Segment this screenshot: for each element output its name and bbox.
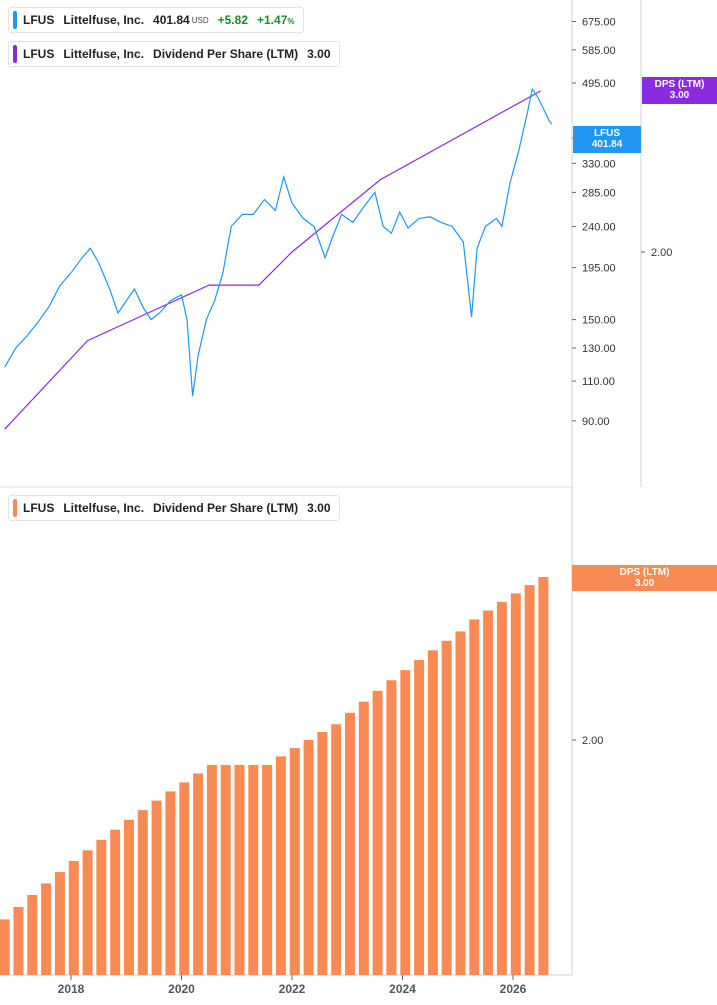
- dps-bar: [262, 764, 273, 975]
- bottom-tag-label: DPS (LTM): [619, 567, 670, 578]
- dps-bar: [345, 712, 355, 975]
- legend-change-pct: +1.47%: [257, 13, 295, 27]
- dps-tag-label: DPS (LTM): [654, 79, 705, 90]
- dps-bar: [400, 670, 411, 975]
- dps-bar: [206, 764, 217, 975]
- dps-bar: [193, 773, 204, 975]
- price-tag-value: 401.84: [591, 139, 623, 150]
- price-tick-label: 330.00: [582, 158, 616, 170]
- price-tick-label: 150.00: [582, 315, 616, 327]
- price-tick-label: 110.00: [582, 376, 615, 388]
- price-value-tag: LFUS 401.84: [573, 126, 641, 153]
- dps-bar: [41, 883, 52, 975]
- legend-change: +5.82: [217, 13, 248, 27]
- dps-bar: [441, 640, 452, 975]
- price-tick-label: 195.00: [582, 263, 616, 275]
- dps-legend-swatch: [13, 45, 17, 63]
- legend-company: Littelfuse, Inc.: [63, 501, 145, 515]
- dps-bar: [248, 764, 259, 975]
- legend-ticker: LFUS: [23, 47, 55, 61]
- bar-legend-swatch: [13, 499, 17, 517]
- legend-value: 3.00: [307, 501, 331, 515]
- dps-bar: [386, 680, 397, 975]
- legend-metric: Dividend Per Share (LTM): [153, 47, 299, 61]
- x-tick-label: 2018: [58, 982, 85, 996]
- dps-bar: [317, 732, 328, 975]
- dps-bar: [275, 756, 286, 975]
- price-tick-label: 585.00: [582, 45, 616, 57]
- dps-bar: [124, 819, 134, 975]
- dps-bar: [496, 601, 507, 975]
- dps-bar: [137, 810, 148, 975]
- price-tag-ticker: LFUS: [593, 128, 621, 139]
- dps-bar: [289, 748, 300, 975]
- dps-bar: [469, 619, 480, 975]
- dps-bar: [96, 839, 107, 975]
- dps-bar: [524, 585, 535, 975]
- bottom-tag-value: 3.00: [634, 578, 655, 589]
- price-series-line: [4, 87, 553, 397]
- legend-ticker: LFUS: [23, 13, 55, 27]
- price-tick-label: 495.00: [582, 78, 616, 90]
- x-tick-label: 2022: [279, 982, 306, 996]
- legend-currency: USD: [191, 15, 209, 25]
- x-tick-label: 2026: [500, 982, 527, 996]
- dps-bar: [54, 872, 65, 975]
- x-tick-label: 2020: [168, 982, 195, 996]
- dps-bar: [13, 907, 24, 975]
- bottom-dps-value-tag: DPS (LTM) 3.00: [572, 565, 717, 591]
- dps-bar: [110, 829, 121, 975]
- dps-bar: [165, 791, 176, 975]
- price-tick-label: 240.00: [582, 221, 616, 233]
- price-tick-label: 675.00: [582, 17, 616, 29]
- dps-bar: [234, 764, 245, 975]
- dps-bar: [68, 861, 79, 975]
- dps-legend-bottom[interactable]: LFUS Littelfuse, Inc. Dividend Per Share…: [8, 495, 340, 521]
- dps-bar: [331, 724, 342, 975]
- dps-bar: [220, 764, 231, 975]
- dps-bar: [358, 701, 369, 975]
- dps-series-line: [4, 90, 541, 430]
- dps-bar: [27, 895, 38, 975]
- dps-tag-value: 3.00: [669, 90, 690, 101]
- dps-bar: [179, 782, 190, 975]
- dps-bar: [372, 690, 383, 975]
- dps-bar: [151, 800, 162, 975]
- dps-bar: [0, 919, 10, 975]
- dps-value-tag: DPS (LTM) 3.00: [642, 77, 717, 104]
- dps-bar: [414, 660, 425, 975]
- legend-value: 3.00: [307, 47, 331, 61]
- price-legend-swatch: [13, 11, 17, 29]
- x-tick-label: 2024: [389, 982, 416, 996]
- dps-bar: [82, 850, 93, 975]
- price-tick-label: 285.00: [582, 187, 616, 199]
- legend-company: Littelfuse, Inc.: [63, 13, 145, 27]
- bottom-tick-label: 2.00: [582, 735, 603, 747]
- dps-bar: [303, 740, 314, 975]
- price-tick-label: 90.00: [582, 416, 610, 428]
- legend-price: 401.84: [153, 13, 190, 27]
- price-legend[interactable]: LFUS Littelfuse, Inc. 401.84 USD +5.82 +…: [8, 7, 304, 33]
- dps-bar: [455, 631, 466, 975]
- dps-bar: [538, 577, 549, 975]
- price-tick-label: 130.00: [582, 343, 616, 355]
- dps-secondary-tick-label: 2.00: [651, 247, 672, 259]
- legend-ticker: LFUS: [23, 501, 55, 515]
- dps-bar: [427, 650, 438, 975]
- dps-bar: [483, 610, 494, 975]
- legend-company: Littelfuse, Inc.: [63, 47, 145, 61]
- legend-metric: Dividend Per Share (LTM): [153, 501, 299, 515]
- dps-legend-top[interactable]: LFUS Littelfuse, Inc. Dividend Per Share…: [8, 41, 340, 67]
- dps-bar: [510, 593, 521, 975]
